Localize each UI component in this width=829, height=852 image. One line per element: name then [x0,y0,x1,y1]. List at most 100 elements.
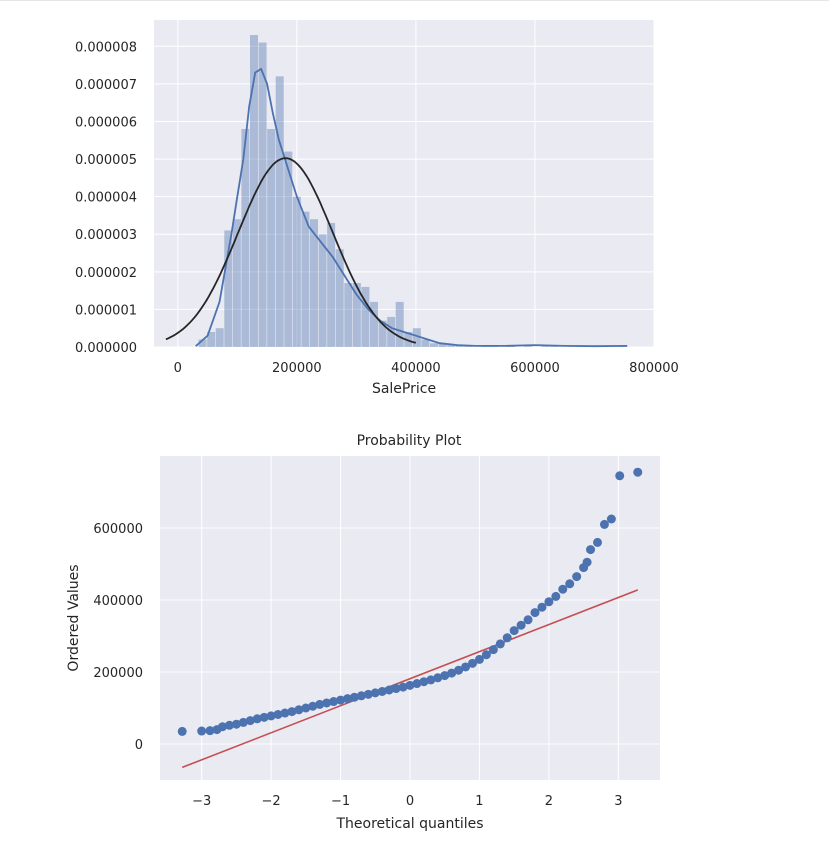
quantile-point [405,680,415,690]
quantile-point [606,514,616,524]
histogram-bar [327,222,336,347]
quantile-point [468,658,477,668]
histogram-bar [447,345,456,347]
quantile-point [565,579,575,589]
y-tick-label: 0.000005 [75,153,137,168]
quantile-point [252,714,262,724]
quantile-point [205,726,215,736]
quantile-point [280,708,290,718]
quantile-point [356,691,366,701]
y-tick-label: 0.000007 [75,78,137,93]
plot-background [154,20,654,347]
x-tick-label: 600000 [510,361,560,376]
histogram-bar [378,320,387,347]
quantile-point [454,665,464,675]
y-tick-label: 0.000000 [75,341,137,356]
quantile-point [586,545,596,555]
y-axis-label: Ordered Values [66,564,82,671]
histogram-bar [524,346,533,347]
chart-title: Probability Plot [357,433,462,449]
x-tick-label: 0 [406,794,414,809]
quantile-point [266,711,276,721]
quantile-point [294,705,304,715]
histogram-bar [224,230,233,347]
quantile-point [218,722,227,732]
histogram-bar [438,343,447,347]
quantile-point [301,703,311,713]
fit-line [181,589,639,769]
quantile-point [509,626,519,636]
y-tick-label: 0.000006 [75,115,137,130]
histogram-bar [412,328,421,347]
histogram-bar [344,283,353,347]
histogram-bar [550,346,558,347]
histogram-bar [275,76,284,348]
histogram-bar [361,286,370,347]
quantile-point [523,615,533,625]
quantile-point [363,689,373,699]
x-axis-label: Theoretical quantiles [335,816,483,832]
histogram-bar [455,345,464,347]
histogram-bar [301,211,310,347]
x-tick-label: 1 [475,794,483,809]
quantile-point [615,471,625,481]
quantile-point [474,654,484,664]
normal-fit-line [165,157,417,344]
y-tick-label: 0.000002 [75,266,137,281]
quantile-point [551,591,561,601]
histogram-bar [404,331,413,347]
quantile-point [412,679,422,689]
histogram-bar [541,346,550,347]
quantile-point [572,572,582,582]
histogram-bar [352,283,361,347]
quantile-point [322,698,332,708]
quantile-point [245,716,255,726]
quantile-point [582,557,592,567]
quantile-point [398,682,408,692]
quantile-point [177,726,187,736]
distribution-chart: 0 200000 400000 600000 800000 0.000000 0.0000… [75,20,679,397]
x-tick-label: 0 [174,361,182,376]
y-tick-label: 0.000008 [75,40,137,55]
quantile-point [370,688,380,698]
quantile-point [495,639,505,649]
quantile-point [336,695,346,705]
x-tick-label: −3 [192,794,211,809]
quantile-point [516,620,526,630]
histogram-bar [215,328,224,347]
histogram-bar [267,129,276,347]
quantile-point [377,686,387,696]
quantile-point [593,537,602,547]
quantile-point [544,597,554,607]
y-tick-label: 0.000004 [75,191,137,206]
histogram-bar [198,339,207,347]
quantile-point [488,645,498,655]
histogram-bar [250,35,258,347]
quantile-point [238,717,248,727]
quantile-point [481,650,491,660]
x-tick-label: −2 [262,794,281,809]
quantile-point [433,673,443,683]
probability-plot: Probability Plot −3 −2 −1 0 1 2 3 0 200000 40000… [66,433,660,832]
quantile-point [329,697,339,707]
quantile-point [530,608,540,618]
quantile-point [384,685,394,695]
kde-line [195,67,628,348]
x-tick-label: −1 [331,794,350,809]
histogram-bar [430,343,438,347]
histogram-bar [395,301,404,347]
histogram-bar [335,249,344,347]
quantile-point [273,709,283,719]
histogram-bar [310,219,318,347]
top-border [0,0,829,1]
quantile-point [197,726,207,736]
y-tick-label: 0.000001 [75,303,137,318]
quantile-point [537,602,547,612]
y-tick-label: 400000 [93,594,143,609]
x-tick-label: 200000 [272,361,322,376]
histogram-bar [207,331,216,347]
x-tick-label: 800000 [629,361,679,376]
histogram-bar [318,234,327,347]
quantile-point [349,692,359,702]
quantile-point [391,684,401,694]
